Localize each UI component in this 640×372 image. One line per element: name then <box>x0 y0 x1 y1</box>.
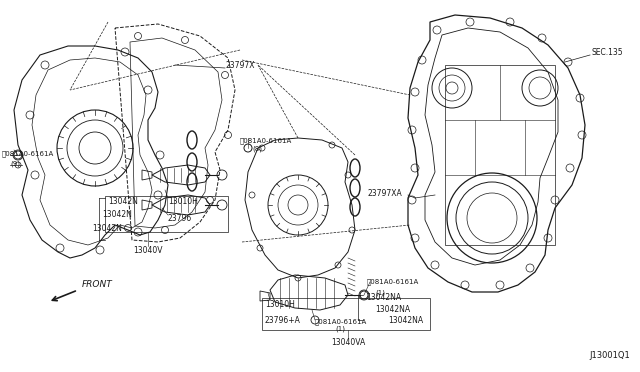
Text: 13040VA: 13040VA <box>331 338 365 347</box>
Text: (1): (1) <box>375 290 385 296</box>
Text: 13010H: 13010H <box>265 300 295 309</box>
Text: (1): (1) <box>335 326 345 333</box>
Text: Ⓒ081A0-6161A: Ⓒ081A0-6161A <box>367 278 419 285</box>
Text: SEC.135: SEC.135 <box>592 48 623 57</box>
Text: FRONT: FRONT <box>82 280 113 289</box>
Text: 23796+A: 23796+A <box>265 316 301 325</box>
Text: 13042NA: 13042NA <box>375 305 410 314</box>
Text: 23796: 23796 <box>168 214 192 223</box>
Text: 13042NA: 13042NA <box>388 316 423 325</box>
Text: 13042N: 13042N <box>108 197 138 206</box>
Text: 13042N: 13042N <box>102 210 132 219</box>
Text: Ⓒ081A0-6161A: Ⓒ081A0-6161A <box>240 137 292 144</box>
Text: Ⓒ081A0-6161A: Ⓒ081A0-6161A <box>315 318 367 325</box>
Text: 13040V: 13040V <box>133 246 163 255</box>
Text: (9): (9) <box>10 160 20 167</box>
Text: J13001Q1: J13001Q1 <box>589 351 630 360</box>
Text: 23797X: 23797X <box>226 61 255 70</box>
Text: (8): (8) <box>252 145 262 151</box>
Text: Ⓒ081A0-6161A: Ⓒ081A0-6161A <box>2 150 54 157</box>
Text: 13042N: 13042N <box>92 224 122 233</box>
Text: 13010H: 13010H <box>168 197 198 206</box>
Text: 13042NA: 13042NA <box>366 293 401 302</box>
Text: 23797XA: 23797XA <box>368 189 403 198</box>
